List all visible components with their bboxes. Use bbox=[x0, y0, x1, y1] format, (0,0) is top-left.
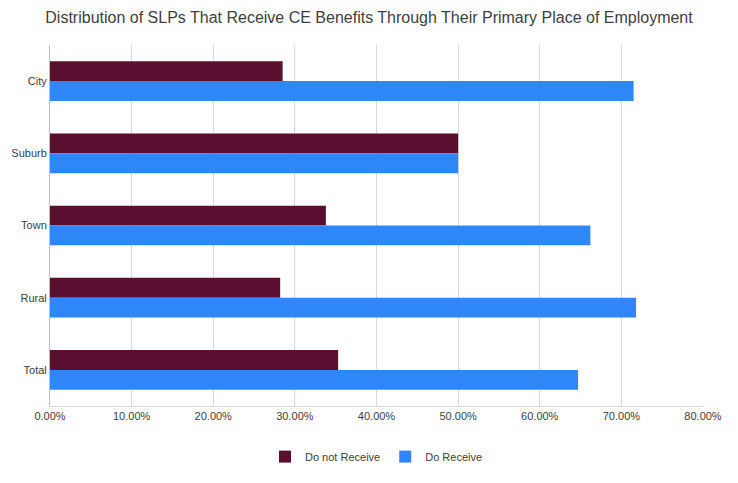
svg-text:City: City bbox=[28, 75, 47, 87]
svg-text:50.00%: 50.00% bbox=[439, 410, 477, 422]
svg-text:60.00%: 60.00% bbox=[521, 410, 559, 422]
svg-text:Do not Receive: Do not Receive bbox=[305, 451, 380, 463]
svg-text:10.00%: 10.00% bbox=[113, 410, 151, 422]
svg-text:0.00%: 0.00% bbox=[34, 410, 65, 422]
svg-text:40.00%: 40.00% bbox=[358, 410, 396, 422]
svg-text:Suburb: Suburb bbox=[11, 147, 46, 159]
svg-text:20.00%: 20.00% bbox=[195, 410, 233, 422]
svg-text:Total: Total bbox=[24, 364, 47, 376]
svg-text:Rural: Rural bbox=[21, 292, 47, 304]
svg-text:30.00%: 30.00% bbox=[276, 410, 314, 422]
svg-text:Do Receive: Do Receive bbox=[425, 451, 482, 463]
svg-text:Distribution of SLPs That Rece: Distribution of SLPs That Receive CE Ben… bbox=[45, 9, 693, 26]
svg-text:70.00%: 70.00% bbox=[603, 410, 641, 422]
svg-text:Town: Town bbox=[21, 219, 47, 231]
svg-text:80.00%: 80.00% bbox=[684, 410, 722, 422]
